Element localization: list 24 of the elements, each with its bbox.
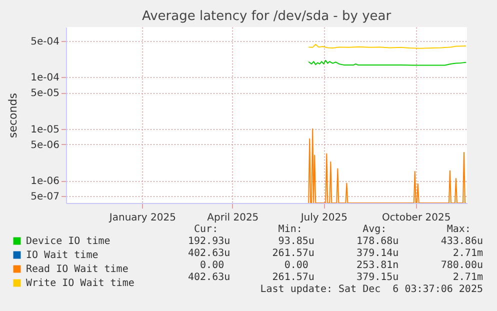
y-axis-title: seconds <box>6 92 20 138</box>
x-tick-label: April 2025 <box>207 212 259 224</box>
y-tick-label: 1e-04 <box>30 72 60 84</box>
y-tick-label: 5e-04 <box>30 36 60 48</box>
legend-label: IO Wait time <box>26 250 98 261</box>
chart-title: Average latency for /dev/sda - by year <box>142 9 392 24</box>
legend-label: Device IO time <box>26 236 110 247</box>
y-tick-label: 5e-06 <box>30 140 60 151</box>
text: 402.63u 261.57u 379.14u 2.71m <box>186 248 483 260</box>
legend-label: Write IO Wait time <box>26 278 134 289</box>
y-tick-label: 1e-05 <box>30 124 60 136</box>
x-tick-label: October 2025 <box>382 212 451 224</box>
legend-label: Read IO Wait time <box>26 264 128 275</box>
text: 402.63u 261.57u 379.15u 2.71m <box>186 272 483 284</box>
text: Last update: Sat Dec 6 03:37:06 2025 <box>260 284 483 296</box>
text: 0.00 0.00 253.81n 780.00u <box>199 260 483 272</box>
line-series <box>308 128 466 203</box>
text: Cur: Min: Avg: Max: <box>193 224 472 236</box>
y-tick-label: 5e-05 <box>30 88 60 100</box>
x-tick-label: July 2025 <box>300 212 348 224</box>
y-tick-label: 5e-07 <box>30 192 60 203</box>
x-tick-label: January 2025 <box>108 212 176 224</box>
y-tick-label: 1e-06 <box>30 176 60 188</box>
text: 192.93u 93.85u 178.68u 433.86u <box>186 236 483 248</box>
